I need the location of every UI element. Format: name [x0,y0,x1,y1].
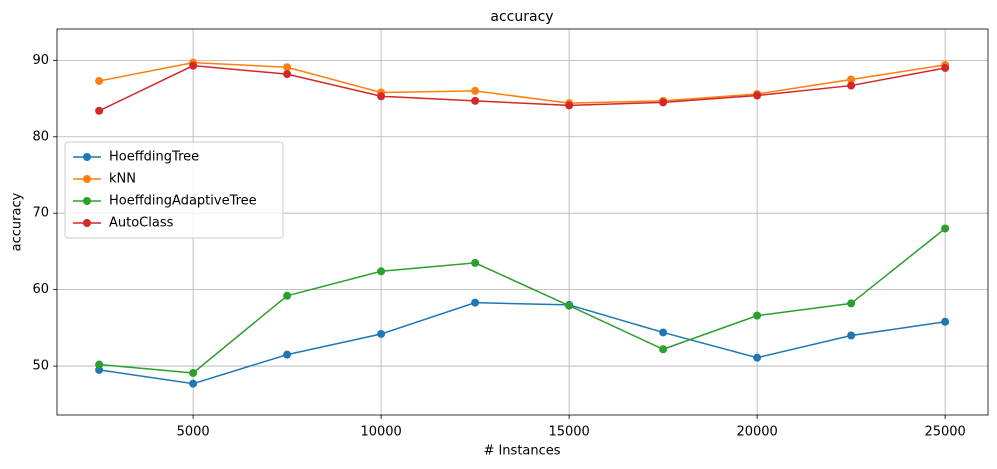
data-point [95,76,104,85]
chart-title: accuracy [490,9,553,25]
data-point [283,291,292,300]
x-axis-label: # Instances [483,444,560,459]
data-point [377,267,386,276]
series-line [99,301,946,385]
data-point [565,101,574,110]
x-tick-label: 5000 [177,425,210,440]
data-point [847,299,856,308]
data-point [565,301,574,310]
data-point [377,329,386,338]
series-line [98,61,946,104]
legend-label: AutoClass [109,216,174,231]
data-point [659,98,668,107]
y-tick-label: 50 [32,359,49,374]
legend-marker [83,197,91,205]
data-point [377,92,386,101]
series-line [98,64,946,112]
y-tick-label: 90 [32,53,49,68]
data-point [283,70,292,79]
data-point [95,106,104,115]
data-point [847,75,856,84]
y-tick-label: 60 [32,282,49,297]
x-tick-label: 20000 [736,425,777,440]
data-point [471,258,480,267]
data-point [753,353,762,362]
y-tick-label: 70 [32,206,49,221]
data-point [283,63,292,72]
legend-label: kNN [109,172,136,187]
data-point [95,360,104,369]
data-point [471,96,480,105]
legend-box [64,141,284,239]
data-point [659,345,668,354]
data-point [753,311,762,320]
data-point [753,91,762,100]
data-point [471,86,480,95]
data-point [941,317,950,326]
data-point [189,379,198,388]
data-point [659,328,668,337]
series-line [99,227,946,374]
data-point [471,298,480,307]
legend-marker [83,153,91,161]
data-point [941,63,950,72]
y-axis-label: accuracy [10,192,25,251]
plot-frame [56,28,989,416]
legend-marker [83,219,91,227]
x-tick-label: 10000 [360,425,401,440]
data-point [189,368,198,377]
legend-marker [83,175,91,183]
legend-label: HoeffdingAdaptiveTree [109,194,257,209]
legend-label: HoeffdingTree [109,150,199,165]
data-point [283,350,292,359]
data-point [847,81,856,90]
x-tick-label: 15000 [548,425,589,440]
x-tick-label: 25000 [924,425,965,440]
data-point [189,61,198,70]
data-point [847,331,856,340]
data-point [941,224,950,233]
y-tick-label: 80 [32,129,49,144]
